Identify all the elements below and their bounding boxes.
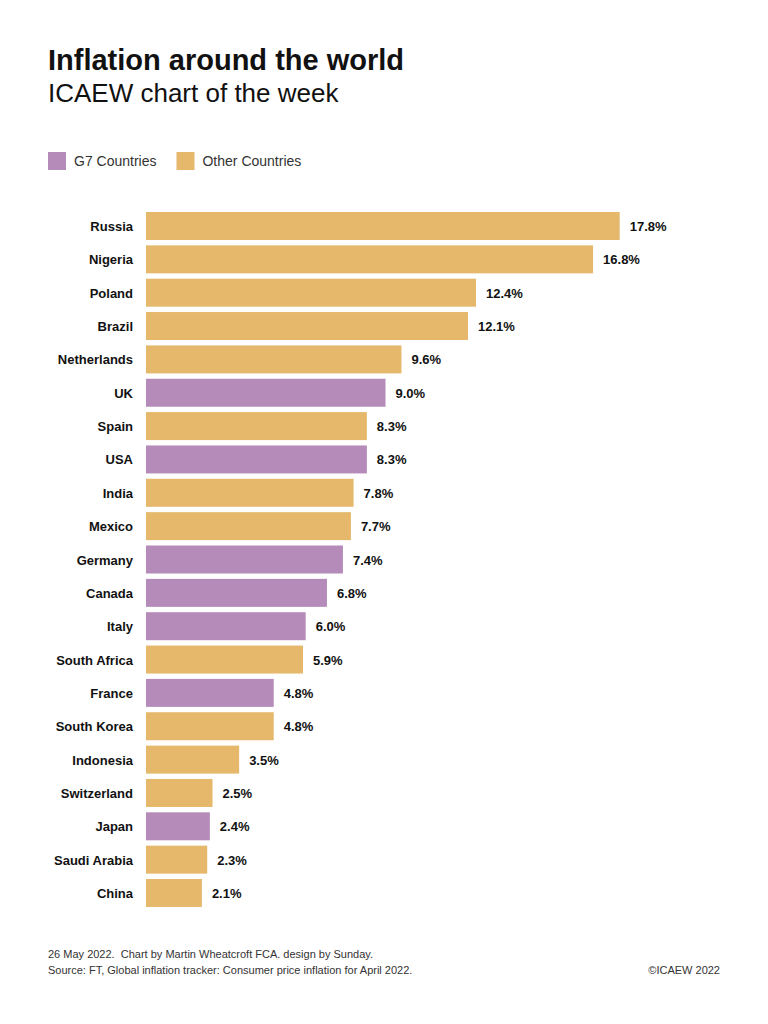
data-label: 16.8%: [603, 252, 640, 267]
data-label: 3.5%: [249, 753, 279, 768]
data-label: 7.7%: [361, 519, 391, 534]
bar: [146, 779, 213, 807]
data-label: 6.0%: [316, 619, 346, 634]
background: [0, 0, 768, 1024]
legend-swatch: [176, 152, 194, 170]
category-label: Indonesia: [72, 753, 133, 768]
category-label: France: [90, 686, 133, 701]
bar: [146, 646, 303, 674]
category-label: Canada: [86, 586, 134, 601]
annotation: ©ICAEW 2022: [648, 964, 720, 976]
category-label: South Korea: [56, 719, 134, 734]
data-label: 7.8%: [364, 486, 394, 501]
category-label: Nigeria: [89, 252, 134, 267]
bar: [146, 546, 343, 574]
bar: [146, 512, 351, 540]
data-label: 12.4%: [486, 286, 523, 301]
category-label: India: [103, 486, 134, 501]
data-label: 2.1%: [212, 886, 242, 901]
category-label: USA: [106, 452, 134, 467]
data-label: 4.8%: [284, 686, 314, 701]
category-label: Russia: [90, 219, 133, 234]
bar: [146, 612, 306, 640]
data-label: 8.3%: [377, 419, 407, 434]
bar: [146, 846, 207, 874]
data-label: 7.4%: [353, 553, 383, 568]
data-label: 12.1%: [478, 319, 515, 334]
bar: [146, 445, 367, 473]
bar: [146, 312, 468, 340]
category-label: Italy: [107, 619, 134, 634]
data-label: 6.8%: [337, 586, 367, 601]
bar: [146, 879, 202, 907]
legend-label: Other Countries: [202, 153, 301, 169]
data-labels: 9.0% 8.3% 7.4% 6.8% 6.0% 4.8% 2.4% 17.8% 16.8% 12…: [212, 219, 667, 901]
category-label: Japan: [95, 819, 133, 834]
data-label: 5.9%: [313, 653, 343, 668]
category-label: South Africa: [56, 653, 134, 668]
bar: [146, 479, 354, 507]
bar: [146, 579, 327, 607]
data-label: 2.4%: [220, 819, 250, 834]
data-label: 8.3%: [377, 452, 407, 467]
data-label: 9.6%: [411, 352, 441, 367]
category-label: Spain: [98, 419, 133, 434]
annotation: Source: FT, Global inflation tracker: Co…: [48, 964, 412, 976]
bar: [146, 812, 210, 840]
data-label: 2.5%: [223, 786, 253, 801]
category-label: China: [97, 886, 134, 901]
data-label: 17.8%: [630, 219, 667, 234]
category-label: Switzerland: [61, 786, 133, 801]
bar: [146, 412, 367, 440]
data-label: 4.8%: [284, 719, 314, 734]
data-label: 2.3%: [217, 853, 247, 868]
chart: Inflation around the worldICAEW chart of…: [0, 0, 768, 1024]
annotation: 26 May 2022. Chart by Martin Wheatcroft …: [48, 948, 373, 960]
bar: [146, 212, 620, 240]
category-label: Germany: [77, 553, 134, 568]
legend-label: G7 Countries: [74, 153, 156, 169]
bar: [146, 245, 593, 273]
bar: [146, 379, 386, 407]
bars: [146, 212, 620, 907]
category-label: Saudi Arabia: [54, 853, 134, 868]
category-label: Brazil: [98, 319, 133, 334]
category-label: Mexico: [89, 519, 133, 534]
category-label: Poland: [90, 286, 133, 301]
bar: [146, 279, 476, 307]
legend-swatch: [48, 152, 66, 170]
data-label: 9.0%: [396, 386, 426, 401]
title: Inflation around the world: [48, 44, 404, 76]
footer: 26 May 2022. Chart by Martin Wheatcroft …: [48, 948, 720, 976]
legend: G7 Countries Other Countries: [48, 152, 301, 170]
bar: [146, 345, 401, 373]
category-label: Netherlands: [58, 352, 133, 367]
category-labels: Russia Nigeria Poland Brazil Netherlands UK Sp…: [54, 219, 134, 901]
subtitle: ICAEW chart of the week: [48, 78, 339, 108]
bar: [146, 712, 274, 740]
bar: [146, 746, 239, 774]
category-label: UK: [114, 386, 133, 401]
bar: [146, 679, 274, 707]
